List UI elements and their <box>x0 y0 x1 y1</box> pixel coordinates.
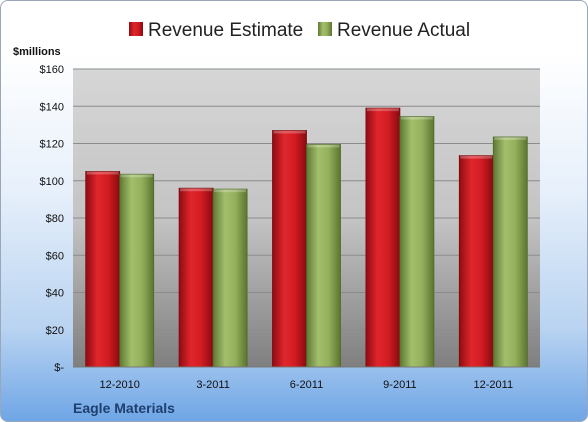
bar-estimate-cap <box>460 155 493 159</box>
legend-label-estimate: Revenue Estimate <box>148 20 303 41</box>
bar-estimate <box>272 130 307 368</box>
x-tick-label: 9-2011 <box>383 379 416 391</box>
bar-actual-cap <box>214 189 247 193</box>
y-unit-label: $millions <box>13 46 61 58</box>
y-tick-label: $120 <box>40 139 64 151</box>
y-tick-label: $20 <box>46 325 64 337</box>
bars <box>73 107 540 368</box>
x-tick-label: 6-2011 <box>290 379 323 391</box>
bar-estimate <box>85 171 121 368</box>
legend-label-actual: Revenue Actual <box>337 20 470 41</box>
x-tick-label: 3-2011 <box>196 379 229 391</box>
bar-actual-cap <box>494 136 527 140</box>
bar-estimate-cap <box>273 130 306 134</box>
legend: Revenue Estimate Revenue Actual <box>129 20 470 41</box>
y-axis-ticks: $- $20 $40 $60 $80 $100 $120 $140 $160 <box>40 64 65 374</box>
legend-swatch-actual <box>318 22 332 36</box>
x-axis-ticks: 12-2010 3-2011 6-2011 9-2011 12-2011 <box>100 379 514 391</box>
legend-swatch-estimate <box>129 22 143 36</box>
bar-actual-cap <box>120 174 153 178</box>
bar-actual <box>119 173 155 368</box>
bar-estimate <box>365 107 401 368</box>
x-tick-label: 12-2011 <box>474 379 514 391</box>
bar-estimate-cap <box>366 108 399 112</box>
y-tick-label: $100 <box>40 176 64 188</box>
bar-estimate <box>458 155 494 368</box>
bar-actual-cap <box>307 144 340 148</box>
bar-actual-cap <box>400 116 433 120</box>
company-name: Eagle Materials <box>73 400 175 416</box>
y-tick-label: $140 <box>40 101 64 113</box>
bar-actual <box>399 116 435 368</box>
bar-estimate-cap <box>86 171 119 175</box>
y-tick-label: $60 <box>46 250 64 262</box>
bar-actual <box>492 136 528 368</box>
y-tick-label: $40 <box>46 288 64 300</box>
x-tick-label: 12-2010 <box>100 379 140 391</box>
bar-estimate <box>178 187 214 368</box>
y-tick-label: $80 <box>46 213 64 225</box>
bar-estimate-cap <box>180 188 213 192</box>
y-tick-label: $- <box>54 362 64 374</box>
bar-actual <box>306 144 341 368</box>
y-tick-label: $160 <box>40 64 64 76</box>
bar-actual <box>212 188 248 368</box>
